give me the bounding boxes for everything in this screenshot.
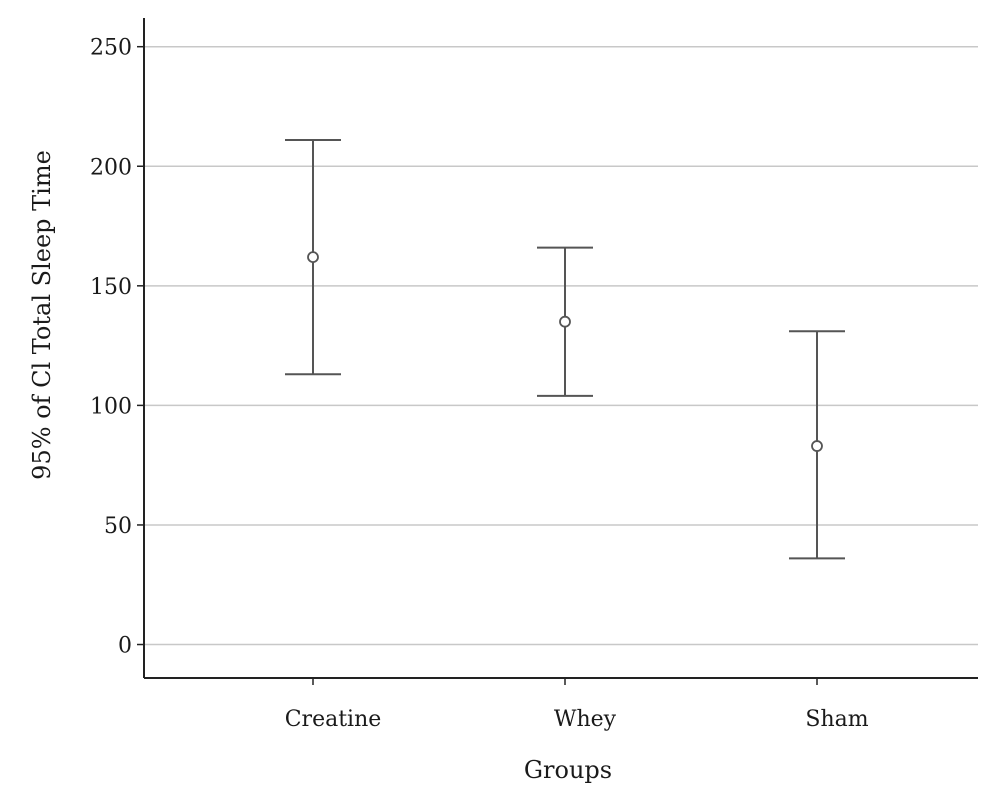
y-tick-label: 0 — [118, 634, 132, 659]
mean-marker — [559, 315, 571, 328]
x-tick-label: Whey — [554, 707, 617, 732]
error-bar-creatine — [285, 138, 341, 376]
y-tick-label: 100 — [90, 394, 132, 419]
gridlines — [144, 45, 978, 646]
mean-marker — [307, 251, 319, 264]
y-tick-label: 200 — [90, 155, 132, 180]
y-axis-ticks: 0 50 100 150 200 250 — [90, 36, 144, 659]
y-tick-label: 150 — [90, 275, 132, 300]
x-tick-label: Sham — [805, 707, 868, 732]
y-axis-title: 95% of Cl Total Sleep Time — [28, 150, 56, 480]
x-tick-label: Creatine — [285, 707, 382, 732]
error-bar-whey — [537, 246, 593, 397]
y-tick-label: 250 — [90, 36, 132, 61]
y-tick-label: 50 — [104, 514, 132, 539]
mean-marker — [811, 440, 823, 452]
error-bar-sham — [789, 330, 845, 560]
x-axis-ticks: Creatine Whey Sham — [285, 678, 869, 732]
x-axis-title: Groups — [524, 756, 612, 784]
error-bars — [285, 138, 845, 560]
